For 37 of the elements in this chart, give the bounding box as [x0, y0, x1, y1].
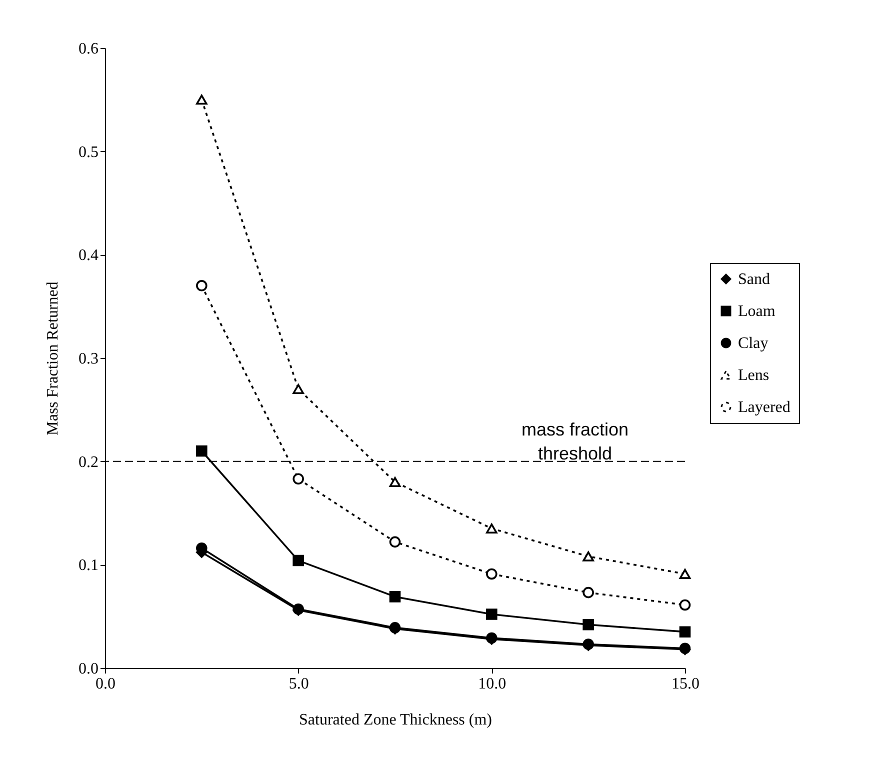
- legend-label: Lens: [738, 367, 770, 384]
- point: [679, 568, 691, 579]
- legend-label: Clay: [738, 335, 768, 352]
- point: [292, 384, 304, 394]
- point: [389, 476, 401, 488]
- point: [196, 445, 208, 457]
- y-tick-label: 0.3: [78, 350, 98, 368]
- point: [389, 536, 401, 548]
- point: [582, 618, 594, 630]
- point: [582, 586, 594, 598]
- y-tick-label: 0.6: [78, 40, 98, 58]
- y-tick-label: 0.5: [78, 144, 98, 161]
- x-tick-label: 5.0: [288, 676, 309, 692]
- point: [679, 599, 691, 611]
- legend-label: Sand: [738, 271, 770, 288]
- x-tick-label: 10.0: [478, 676, 506, 692]
- point: [196, 280, 208, 292]
- point: [486, 608, 498, 620]
- x-axis-title: Saturated Zone Thickness (m): [299, 712, 492, 728]
- point: [582, 551, 594, 562]
- y-tick-label: 0.1: [78, 557, 98, 574]
- point: [389, 591, 401, 602]
- y-tick-label: 0.4: [78, 247, 98, 264]
- y-tick-label: 0.0: [78, 660, 98, 678]
- y-axis-title: Mass Fraction Returned: [44, 282, 62, 436]
- point: [679, 626, 691, 638]
- point: [292, 473, 304, 485]
- x-tick-label: 0.0: [96, 676, 116, 692]
- point: [486, 523, 498, 534]
- point: [292, 554, 304, 566]
- x-tick-label: 15.0: [672, 676, 700, 692]
- legend-label: Layered: [738, 399, 790, 416]
- y-tick-label: 0.2: [78, 454, 98, 471]
- point: [486, 568, 498, 580]
- ref-line-label: mass fraction threshold: [521, 419, 629, 464]
- point: [196, 94, 208, 105]
- legend-label: Loam: [738, 303, 776, 320]
